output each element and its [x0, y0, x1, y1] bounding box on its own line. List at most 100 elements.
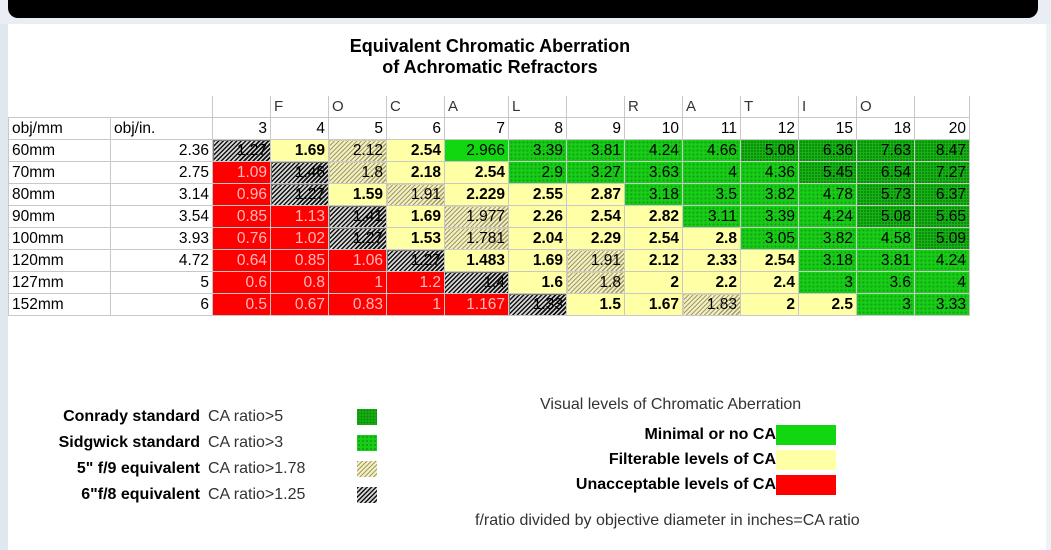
ca-ratio-cell: 6.36	[798, 139, 857, 162]
ca-ratio-cell: 5.73	[856, 183, 915, 206]
objective-mm-cell: 60mm	[8, 139, 111, 162]
objective-mm-cell: 90mm	[8, 205, 111, 228]
standard-swatch	[357, 435, 377, 451]
objective-inch-cell: 3.14	[110, 183, 213, 206]
column-header: 6	[386, 117, 445, 140]
ca-ratio-cell: 1.6	[508, 271, 567, 294]
ca-ratio-cell: 3.63	[624, 161, 683, 184]
title-line-2: of Achromatic Refractors	[382, 57, 598, 77]
objective-inch-cell: 2.75	[110, 161, 213, 184]
chart-title: Equivalent Chromatic Aberration of Achro…	[260, 36, 720, 78]
ca-ratio-cell: 2.87	[566, 183, 625, 206]
table-row: 152mm 6 0.5 0.67 0.83 1 1.167 1.33 1.5 1.67 1.83 2 2…	[8, 293, 970, 316]
ca-ratio-formula-note: f/ratio divided by objective diameter in…	[475, 512, 860, 529]
objective-mm-cell: 127mm	[8, 271, 111, 294]
ca-ratio-cell: 1.27	[270, 183, 329, 206]
letter-cell	[914, 96, 970, 118]
ca-ratio-cell: 1.13	[270, 205, 329, 228]
ca-ratio-cell: 0.67	[270, 293, 329, 316]
letter-cell	[212, 96, 271, 118]
column-header: 10	[624, 117, 683, 140]
ca-ratio-cell: 1.41	[328, 205, 387, 228]
objective-inch-cell: 5	[110, 271, 213, 294]
ca-ratio-cell: 1.27	[212, 139, 271, 162]
standard-name: Conrady standard	[63, 408, 200, 425]
letter-cell: L	[508, 96, 567, 118]
table-row: 70mm 2.75 1.09 1.46 1.8 2.18 2.54 2.9 3.27 3.63 4 4…	[8, 161, 970, 184]
ca-ratio-cell: 1.2	[386, 271, 445, 294]
letter-cell: A	[682, 96, 741, 118]
ca-ratio-cell: 1.33	[508, 293, 567, 316]
ca-ratio-cell: 4.24	[624, 139, 683, 162]
level-label: Unacceptable levels of CA	[575, 476, 776, 493]
ca-ratio-cell: 2.5	[798, 293, 857, 316]
ca-ratio-cell: 0.64	[212, 249, 271, 272]
column-header: 15	[798, 117, 857, 140]
letter-cell: C	[386, 96, 445, 118]
ca-ratio-cell: 1.27	[386, 249, 445, 272]
ca-ratio-cell: 2.54	[624, 227, 683, 250]
ca-ratio-cell: 1.69	[508, 249, 567, 272]
ca-ratio-cell: 1.67	[624, 293, 683, 316]
ca-ratio-cell: 5.08	[740, 139, 799, 162]
ca-ratio-cell: 1	[386, 293, 445, 316]
title-line-1: Equivalent Chromatic Aberration	[349, 36, 631, 56]
ca-ratio-cell: 2.29	[566, 227, 625, 250]
column-header: 4	[270, 117, 329, 140]
ca-ratio-cell: 2	[740, 293, 799, 316]
column-header: 3	[212, 117, 271, 140]
ca-ratio-cell: 0.85	[212, 205, 271, 228]
level-label: Minimal or no CA	[644, 426, 776, 443]
ca-ratio-cell: 3.27	[566, 161, 625, 184]
ca-ratio-cell: 0.5	[212, 293, 271, 316]
ca-ratio-cell: 2.26	[508, 205, 567, 228]
ca-ratio-cell: 3.82	[740, 183, 799, 206]
column-header: obj/in.	[110, 117, 213, 140]
ca-ratio-cell: 2.4	[740, 271, 799, 294]
ca-ratio-cell: 0.6	[212, 271, 271, 294]
left-border	[0, 24, 8, 550]
ca-ratio-cell: 1.27	[328, 227, 387, 250]
standard-value: CA ratio>3	[208, 434, 284, 451]
ca-ratio-cell: 3.6	[856, 271, 915, 294]
letter-cell: T	[740, 96, 799, 118]
ca-ratio-cell: 3	[856, 293, 915, 316]
level-label: Filterable levels of CA	[608, 451, 776, 468]
ca-ratio-cell: 3.81	[566, 139, 625, 162]
column-header: 20	[914, 117, 970, 140]
ca-ratio-cell: 2.12	[624, 249, 683, 272]
ca-ratio-cell: 1.59	[328, 183, 387, 206]
level-swatch	[776, 450, 836, 470]
objective-mm-cell: 70mm	[8, 161, 111, 184]
window-top-bar	[0, 0, 1051, 24]
objective-mm-cell: 100mm	[8, 227, 111, 250]
standard-value: CA ratio>1.78	[208, 460, 306, 477]
ca-ratio-cell: 3	[798, 271, 857, 294]
objective-inch-cell: 2.36	[110, 139, 213, 162]
ca-ratio-cell: 1.977	[444, 205, 509, 228]
ca-ratio-cell: 6.54	[856, 161, 915, 184]
ca-ratio-cell: 0.96	[212, 183, 271, 206]
ca-ratio-cell: 4.24	[914, 249, 970, 272]
column-header: 18	[856, 117, 915, 140]
letter-cell	[566, 96, 625, 118]
ca-ratio-cell: 1.53	[386, 227, 445, 250]
ca-ratio-cell: 1.02	[270, 227, 329, 250]
level-swatch	[776, 425, 836, 445]
header-row: obj/mm obj/in. 3 4 5 6 7 8 9 10 11 12 15 18 20	[8, 117, 970, 140]
ca-ratio-cell: 2.18	[386, 161, 445, 184]
visual-levels-title: Visual levels of Chromatic Aberration	[540, 396, 802, 413]
blank-cell	[9, 96, 111, 118]
ca-ratio-cell: 2.54	[444, 161, 509, 184]
ca-ratio-cell: 5.08	[856, 205, 915, 228]
ca-ratio-cell: 1.06	[328, 249, 387, 272]
level-swatch	[776, 475, 836, 495]
standard-name: 5" f/9 equivalent	[76, 460, 200, 477]
column-header: 11	[682, 117, 741, 140]
ca-ratio-cell: 2.9	[508, 161, 567, 184]
ca-ratio-cell: 0.85	[270, 249, 329, 272]
ca-ratio-cell: 3.81	[856, 249, 915, 272]
objective-inch-cell: 3.93	[110, 227, 213, 250]
